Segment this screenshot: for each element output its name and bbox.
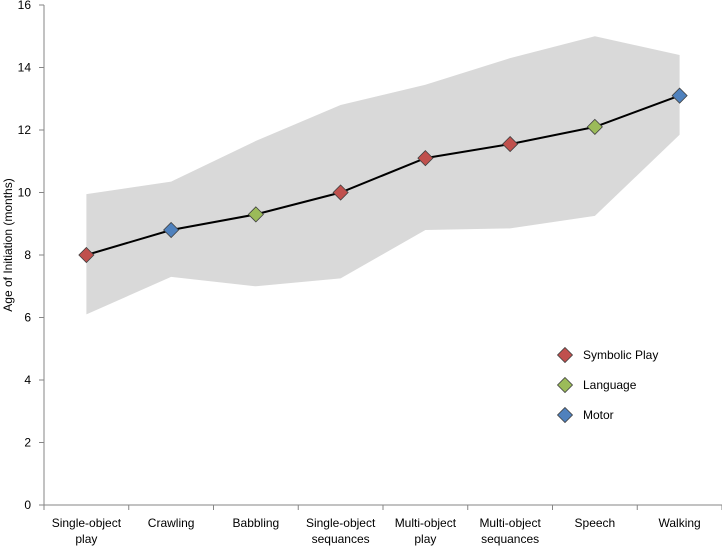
data-point-marker xyxy=(247,206,264,223)
data-point-marker xyxy=(163,221,180,239)
y-axis-title: Age of Initiation (months) xyxy=(1,178,15,311)
x-tick-label: Walking xyxy=(659,516,701,530)
x-tick-label: play xyxy=(414,532,436,546)
y-tick-label: 14 xyxy=(18,61,32,75)
x-tick-label: Multi-object xyxy=(479,516,541,530)
y-tick-label: 6 xyxy=(24,311,31,325)
x-tick-label: Speech xyxy=(575,516,616,530)
series-line-layer xyxy=(86,94,680,256)
legend-label: Symbolic Play xyxy=(583,348,658,362)
legend-marker xyxy=(556,346,574,364)
legend-marker xyxy=(556,406,574,424)
y-tick-label: 12 xyxy=(18,123,32,137)
series-line xyxy=(86,94,680,256)
x-tick-label: Single-object xyxy=(52,516,122,530)
legend-label: Language xyxy=(583,378,637,392)
y-tick-label: 10 xyxy=(18,186,32,200)
axes xyxy=(39,4,722,510)
data-point-marker xyxy=(671,87,688,104)
data-point-marker xyxy=(417,150,434,167)
labels-layer: 0 2 4 6 8 10 12 14 16 Single-object play Crawling Ba… xyxy=(1,0,701,546)
y-tick-label: 0 xyxy=(24,498,31,512)
x-tick-label: Multi-object xyxy=(395,516,457,530)
legend-marker xyxy=(556,376,574,394)
data-point-marker xyxy=(78,246,95,264)
x-tick-label: sequances xyxy=(481,532,539,546)
y-tick-label: 16 xyxy=(18,0,32,12)
y-tick-label: 2 xyxy=(24,436,31,450)
y-tick-label: 8 xyxy=(24,248,31,262)
markers-layer xyxy=(78,87,688,264)
x-tick-label: Babbling xyxy=(233,516,280,530)
data-point-marker xyxy=(332,184,349,201)
x-tick-label: play xyxy=(75,532,97,546)
legend: Symbolic Play Language Motor xyxy=(556,346,658,424)
y-tick-label: 4 xyxy=(24,373,31,387)
data-point-marker xyxy=(502,135,519,153)
x-tick-label: Crawling xyxy=(148,516,195,530)
x-tick-label: Single-object xyxy=(306,516,376,530)
legend-label: Motor xyxy=(583,408,614,422)
x-tick-label: sequances xyxy=(312,532,370,546)
data-point-marker xyxy=(586,118,603,135)
